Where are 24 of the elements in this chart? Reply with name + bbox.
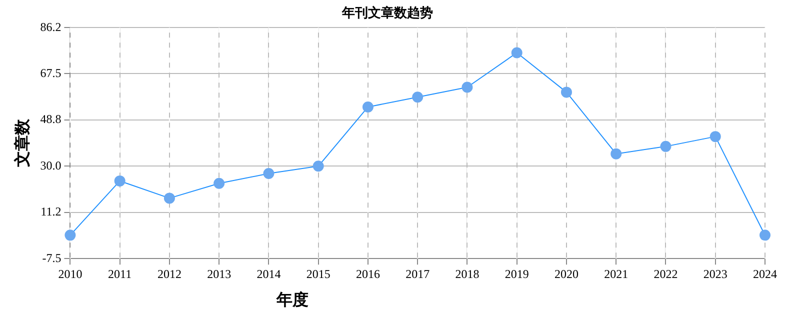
y-tick-label: -7.5: [42, 250, 62, 265]
x-tick-label: 2012: [157, 266, 182, 281]
y-tick-label: 30.0: [40, 158, 62, 172]
x-tick-label: 2014: [256, 266, 281, 281]
x-tick-label: 2010: [58, 266, 82, 281]
chart-title: 年刊文章数趋势: [341, 5, 433, 20]
y-axis-title: 文章数: [14, 118, 32, 168]
x-tick-label: 2020: [554, 266, 578, 281]
x-tick-label: 2015: [306, 266, 330, 281]
y-tick-label: 67.5: [40, 66, 62, 80]
x-tick-label: 2021: [604, 266, 628, 281]
x-tick-label: 2013: [207, 266, 232, 281]
x-tick-label: 2019: [504, 266, 529, 281]
x-tick-label: 2018: [455, 266, 480, 281]
x-tick-label: 2023: [703, 266, 728, 281]
x-tick-label: 2022: [654, 266, 678, 281]
x-tick-label: 2024: [753, 266, 777, 281]
x-axis-title: 年度: [276, 290, 309, 311]
x-tick-label: 2017: [406, 266, 430, 281]
y-tick-label: 86.2: [40, 20, 62, 34]
y-tick-label: 11.2: [40, 204, 62, 219]
x-tick-label: 2011: [108, 266, 132, 281]
x-tick-label: 2016: [356, 266, 380, 281]
y-tick-label: 48.8: [40, 112, 62, 126]
